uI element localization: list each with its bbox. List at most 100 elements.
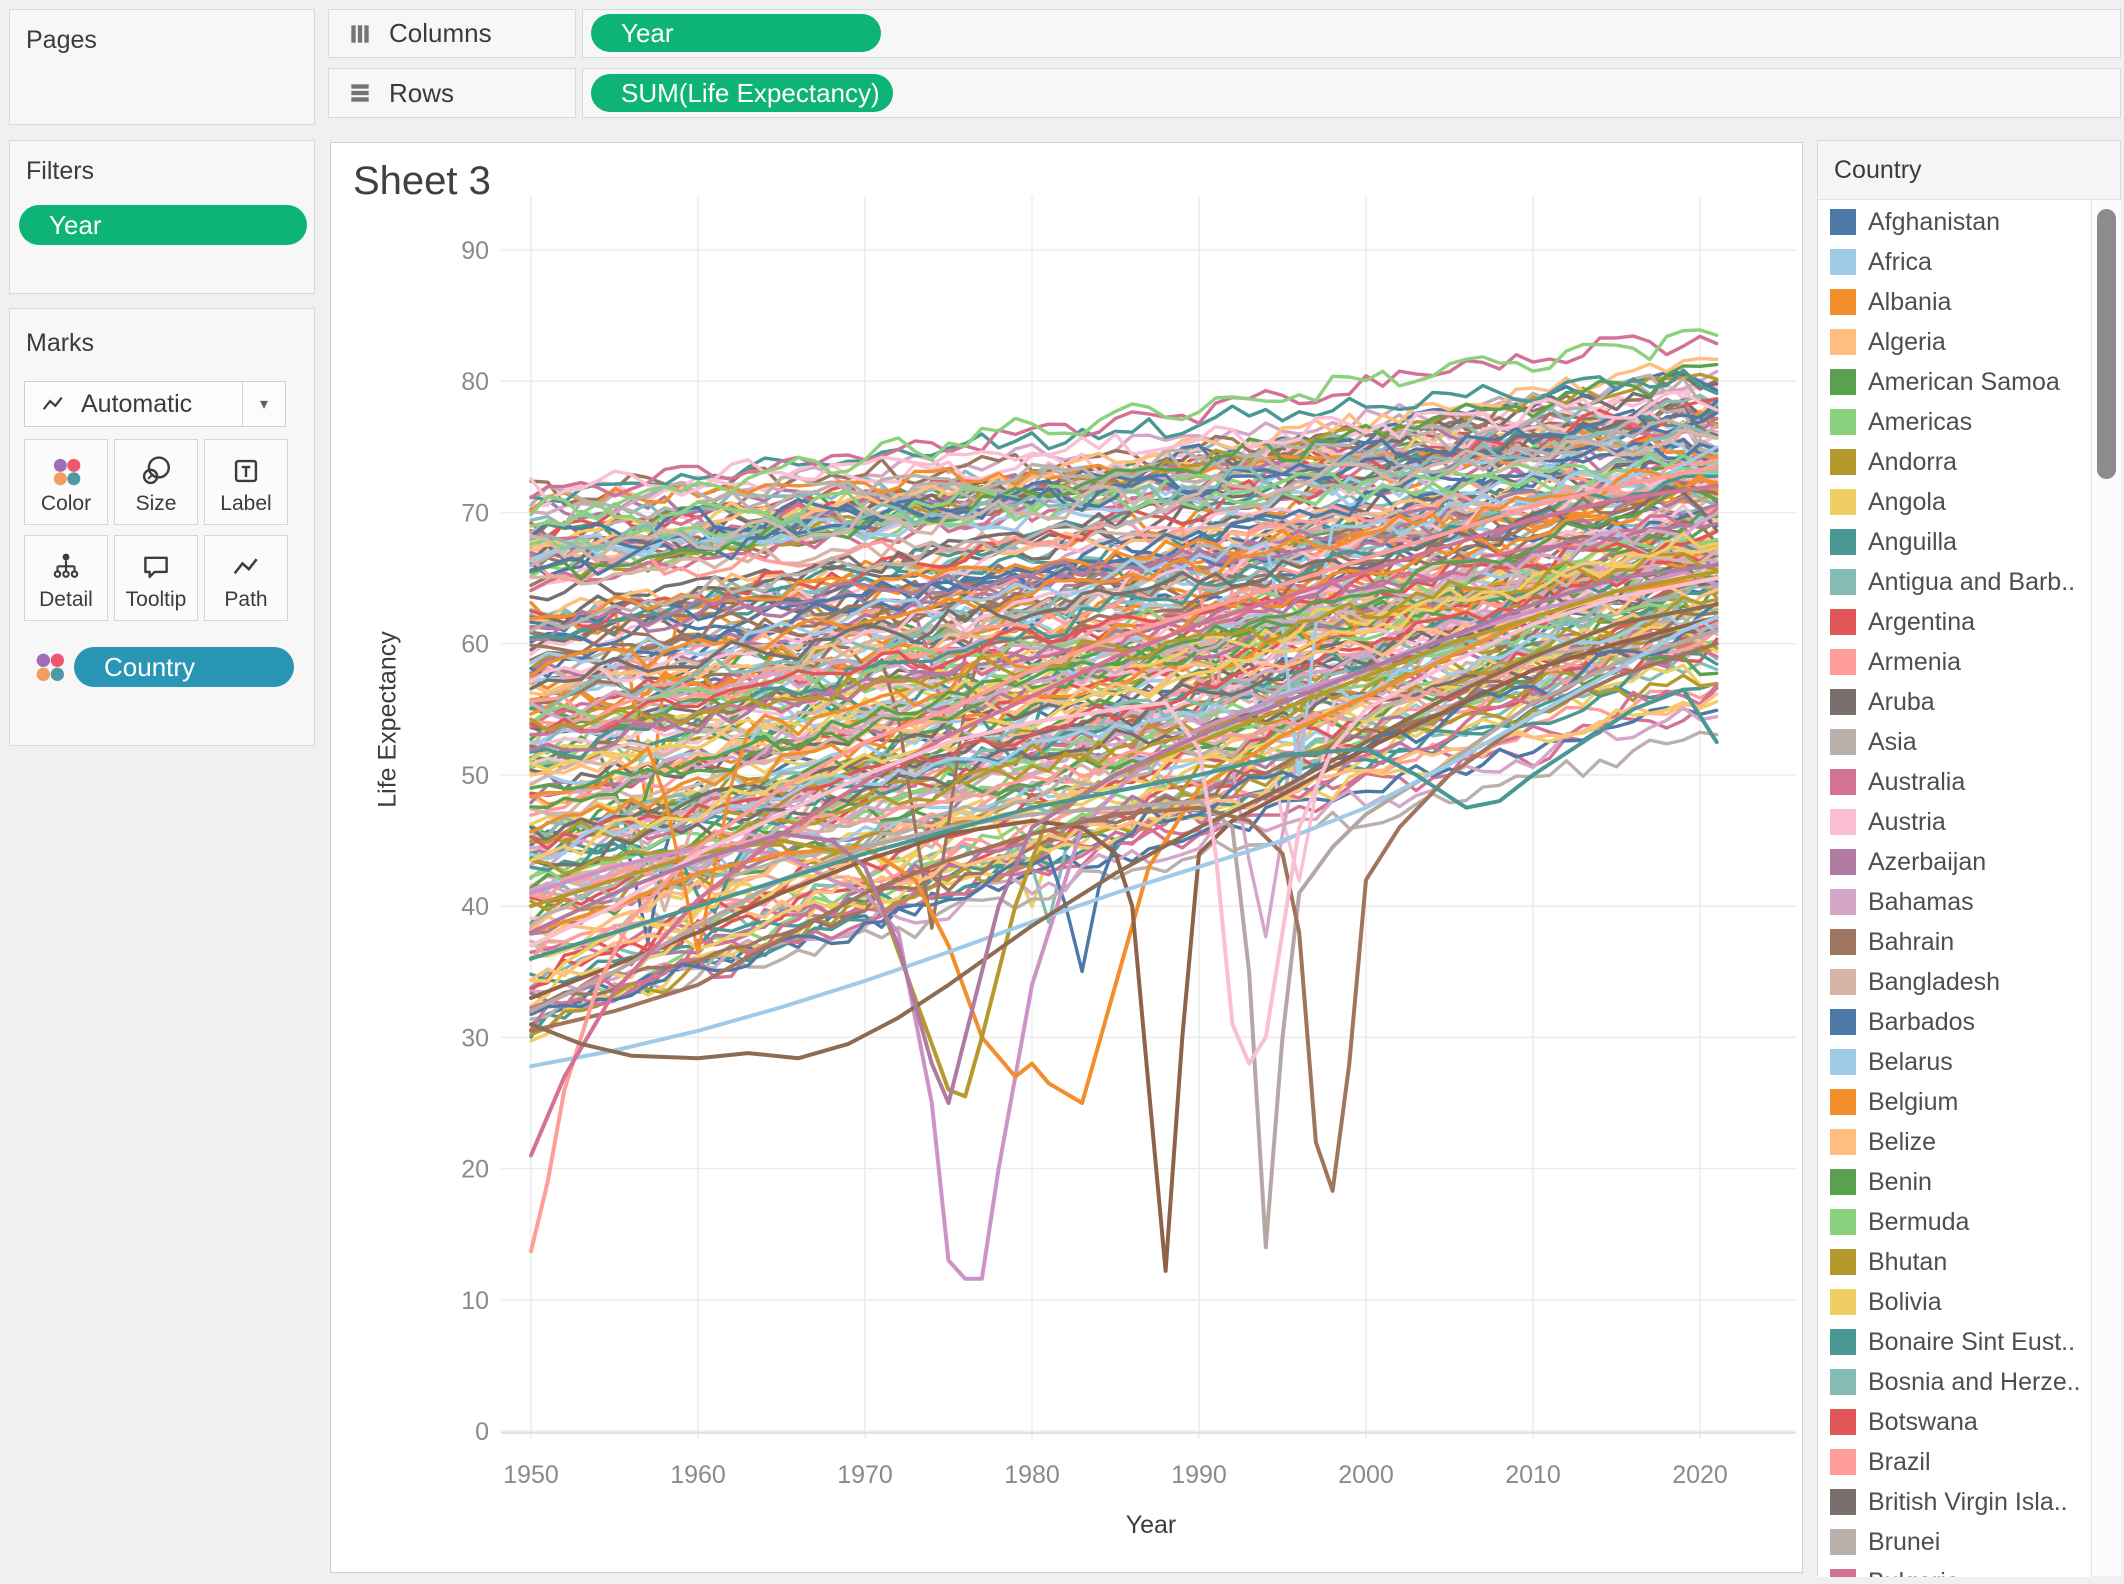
legend-item-bhutan[interactable]: Bhutan	[1818, 1242, 2091, 1282]
columns-pill-year[interactable]: Year	[591, 14, 881, 52]
legend-item-anguilla[interactable]: Anguilla	[1818, 522, 2091, 562]
rows-shelf[interactable]: SUM(Life Expectancy)	[582, 68, 2121, 118]
rows-icon	[347, 80, 373, 106]
worksheet: Sheet 3 19501960197019801990200020102020…	[330, 142, 1803, 1573]
legend-item-belize[interactable]: Belize	[1818, 1122, 2091, 1162]
legend-item-argentina[interactable]: Argentina	[1818, 602, 2091, 642]
legend-color-swatch	[1830, 1089, 1856, 1115]
legend-item-aruba[interactable]: Aruba	[1818, 682, 2091, 722]
legend-item-british-virgin-isla[interactable]: British Virgin Isla..	[1818, 1482, 2091, 1522]
color-button[interactable]: Color	[24, 439, 108, 525]
country-lines	[531, 330, 1717, 1279]
legend-item-africa[interactable]: Africa	[1818, 242, 2091, 282]
y-tick-label: 30	[461, 1024, 489, 1052]
legend-color-swatch	[1830, 769, 1856, 795]
legend-color-swatch	[1830, 1249, 1856, 1275]
detail-button[interactable]: Detail	[24, 535, 108, 621]
legend-item-bangladesh[interactable]: Bangladesh	[1818, 962, 2091, 1002]
filter-pill-year[interactable]: Year	[19, 205, 307, 245]
pages-shelf[interactable]: Pages	[9, 9, 315, 125]
legend-item-armenia[interactable]: Armenia	[1818, 642, 2091, 682]
legend-item-barbados[interactable]: Barbados	[1818, 1002, 2091, 1042]
rows-shelf-text: Rows	[389, 78, 454, 109]
legend-color-swatch	[1830, 569, 1856, 595]
legend-item-americas[interactable]: Americas	[1818, 402, 2091, 442]
legend-item-afghanistan[interactable]: Afghanistan	[1818, 202, 2091, 242]
legend-item-bahamas[interactable]: Bahamas	[1818, 882, 2091, 922]
path-icon	[205, 550, 287, 584]
color-icon	[25, 454, 107, 488]
legend-color-swatch	[1830, 1569, 1856, 1577]
legend-item-belarus[interactable]: Belarus	[1818, 1042, 2091, 1082]
label-button[interactable]: Label	[204, 439, 288, 525]
legend-color-swatch	[1830, 1409, 1856, 1435]
legend-list: Afghanistan Africa Albania Algeria Ameri…	[1818, 199, 2091, 1577]
line-mark-icon	[39, 390, 67, 418]
legend-item-american-samoa[interactable]: American Samoa	[1818, 362, 2091, 402]
detail-icon	[25, 550, 107, 584]
legend-item-australia[interactable]: Australia	[1818, 762, 2091, 802]
legend-item-asia[interactable]: Asia	[1818, 722, 2091, 762]
y-axis-title: Life Expectancy	[374, 605, 403, 835]
y-tick-label: 60	[461, 631, 489, 659]
y-tick-label: 80	[461, 368, 489, 396]
columns-shelf-label: Columns	[328, 9, 576, 58]
legend-item-azerbaijan[interactable]: Azerbaijan	[1818, 842, 2091, 882]
legend-color-swatch	[1830, 809, 1856, 835]
legend-item-brazil[interactable]: Brazil	[1818, 1442, 2091, 1482]
legend-color-swatch	[1830, 1449, 1856, 1475]
pages-shelf-title: Pages	[26, 26, 97, 55]
y-tick-label: 10	[461, 1287, 489, 1315]
rows-pill-sum-life-expectancy[interactable]: SUM(Life Expectancy)	[591, 74, 893, 112]
legend-color-swatch	[1830, 649, 1856, 675]
legend-scrollbar[interactable]	[2091, 199, 2121, 1576]
legend-item-belgium[interactable]: Belgium	[1818, 1082, 2091, 1122]
marks-card-title: Marks	[26, 329, 94, 358]
y-tick-label: 40	[461, 893, 489, 921]
life-expectancy-line-chart[interactable]: 1950196019701980199020002010202001020304…	[331, 143, 1804, 1573]
legend-item-botswana[interactable]: Botswana	[1818, 1402, 2091, 1442]
legend-color-swatch	[1830, 729, 1856, 755]
legend-item-bulgaria[interactable]: Bulgaria	[1818, 1562, 2091, 1577]
legend-item-algeria[interactable]: Algeria	[1818, 322, 2091, 362]
size-button[interactable]: Size	[114, 439, 198, 525]
y-tick-label: 0	[475, 1418, 489, 1446]
filters-shelf-title: Filters	[26, 157, 94, 186]
filters-shelf[interactable]: Filters Year	[9, 140, 315, 294]
legend-color-swatch	[1830, 1009, 1856, 1035]
legend-item-antigua-and-barb[interactable]: Antigua and Barb..	[1818, 562, 2091, 602]
legend-color-swatch	[1830, 889, 1856, 915]
rows-shelf-label: Rows	[328, 68, 576, 118]
legend-item-bolivia[interactable]: Bolivia	[1818, 1282, 2091, 1322]
legend-item-brunei[interactable]: Brunei	[1818, 1522, 2091, 1562]
legend-color-swatch	[1830, 1049, 1856, 1075]
tooltip-button[interactable]: Tooltip	[114, 535, 198, 621]
legend-item-bosnia-and-herze[interactable]: Bosnia and Herze..	[1818, 1362, 2091, 1402]
legend-scrollbar-thumb[interactable]	[2097, 209, 2116, 479]
legend-item-austria[interactable]: Austria	[1818, 802, 2091, 842]
legend-item-angola[interactable]: Angola	[1818, 482, 2091, 522]
marks-pill-row: Country	[22, 647, 304, 687]
mark-type-value: Automatic	[81, 390, 242, 419]
legend-color-swatch	[1830, 489, 1856, 515]
legend-item-albania[interactable]: Albania	[1818, 282, 2091, 322]
chevron-down-icon[interactable]: ▾	[242, 382, 285, 426]
legend-item-bonaire-sint-eust[interactable]: Bonaire Sint Eust..	[1818, 1322, 2091, 1362]
marks-pill-country[interactable]: Country	[74, 647, 294, 687]
columns-shelf[interactable]: Year	[582, 9, 2121, 58]
path-button[interactable]: Path	[204, 535, 288, 621]
legend-item-bahrain[interactable]: Bahrain	[1818, 922, 2091, 962]
legend-item-benin[interactable]: Benin	[1818, 1162, 2091, 1202]
legend-item-bermuda[interactable]: Bermuda	[1818, 1202, 2091, 1242]
y-tick-label: 20	[461, 1156, 489, 1184]
legend-color-swatch	[1830, 1529, 1856, 1555]
legend-item-andorra[interactable]: Andorra	[1818, 442, 2091, 482]
legend-color-swatch	[1830, 1209, 1856, 1235]
y-tick-label: 90	[461, 237, 489, 265]
legend-color-swatch	[1830, 929, 1856, 955]
x-tick-label: 1950	[503, 1461, 559, 1489]
size-icon	[115, 454, 197, 488]
x-axis-title: Year	[1031, 1511, 1271, 1540]
mark-type-dropdown[interactable]: Automatic ▾	[24, 381, 286, 427]
legend-title: Country	[1834, 156, 1922, 185]
